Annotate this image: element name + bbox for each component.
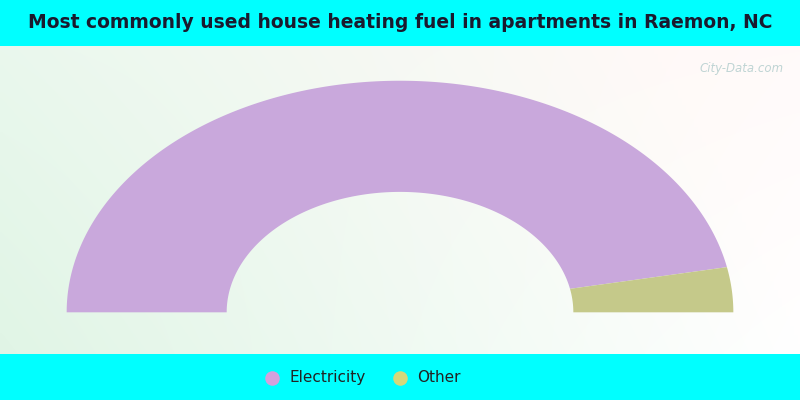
Text: Most commonly used house heating fuel in apartments in Raemon, NC: Most commonly used house heating fuel in… — [28, 12, 772, 32]
Text: City-Data.com: City-Data.com — [699, 62, 783, 75]
Text: Other: Other — [418, 370, 461, 386]
Polygon shape — [66, 81, 727, 312]
Polygon shape — [570, 267, 734, 312]
Text: Electricity: Electricity — [290, 370, 366, 386]
